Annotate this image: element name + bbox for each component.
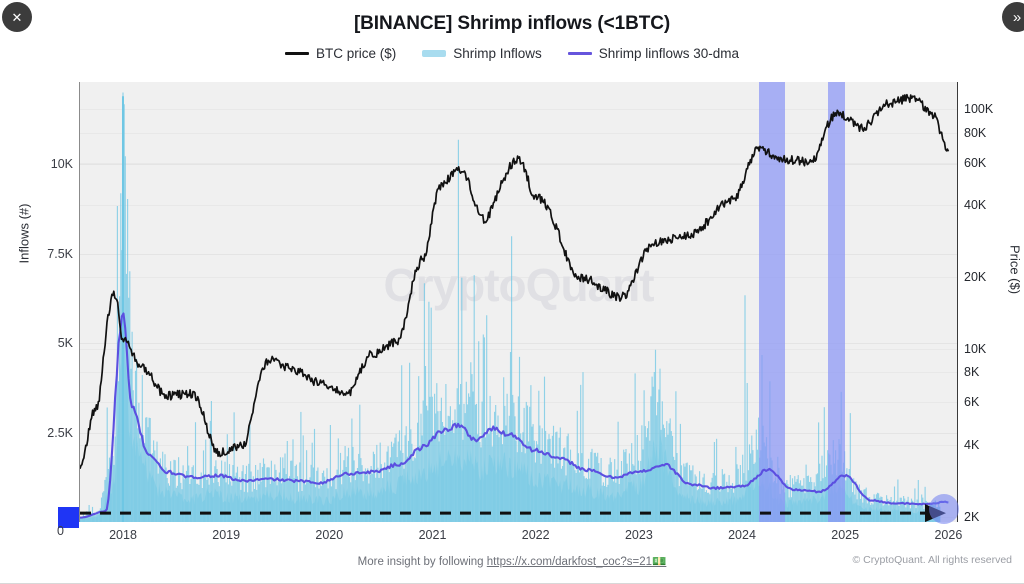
gridline [80,162,957,164]
right-axis-tick: 8K [964,365,980,380]
end-marker [929,494,959,524]
plot-area: CryptoQuant [80,82,957,522]
x-axis-tick: 2018 [109,528,137,542]
gridline [80,343,957,345]
legend-label-shrimp-inflows: Shrimp Inflows [453,46,542,61]
left-axis-tick: 5K [57,336,73,351]
right-axis-tick: 80K [964,125,987,140]
annotation-layer [80,504,946,522]
x-axis-tick: 2019 [212,528,241,542]
gridline [80,204,957,206]
chart-legend: BTC price ($) Shrimp Inflows Shrimp linf… [0,46,1024,61]
left-axis-tick: 7.5K [47,246,73,261]
legend-swatch-shrimp-inflows-30dma [567,52,592,55]
start-marker [58,507,79,528]
x-axis-tick: 2023 [624,528,653,542]
legend-item-shrimp-inflows: Shrimp Inflows [422,46,542,61]
left-axis-title: Inflows (#) [16,203,32,264]
legend-item-btc-price: BTC price ($) [284,46,397,61]
right-axis-tick: 2K [964,509,980,524]
series-btc-price [80,93,950,470]
x-axis-tick: 2021 [418,528,447,542]
gridline [80,109,957,111]
right-axis-tick-labels: 2K 4K 6K 8K 10K 20K 40K 60K 80K 100K [964,82,1022,524]
right-axis-tick: 100K [964,102,994,117]
legend-item-shrimp-inflows-30dma: Shrimp linflows 30-dma [567,46,740,61]
right-axis-line [957,82,958,522]
legend-label-btc-price: BTC price ($) [315,46,397,61]
right-axis-tick: 60K [964,155,987,170]
right-axis-tick: 6K [964,395,980,410]
legend-label-shrimp-inflows-30dma: Shrimp linflows 30-dma [598,46,740,61]
footer-x-link[interactable]: https://x.com/darkfost_coc?s=21 [486,556,653,568]
legend-swatch-btc-price [284,52,309,55]
shrimp-inflows-30dma-line [80,312,949,519]
footer-insight-text: More insight by following https://x.com/… [0,554,1024,568]
right-axis-tick: 40K [964,197,987,212]
x-axis-tick: 2025 [831,528,860,542]
left-axis-zero-label: 0 [57,524,64,538]
x-axis-tick: 2022 [521,528,550,542]
right-axis-tick: 20K [964,269,987,284]
page-title: [BINANCE] Shrimp inflows (<1BTC) [353,13,671,34]
x-axis-tick: 2024 [728,528,756,542]
gridline [80,253,957,255]
highlight-band [828,82,846,522]
legend-swatch-shrimp-inflows [422,50,447,57]
footer: More insight by following https://x.com/… [0,554,1024,576]
left-axis-tick-labels: 2.5K 5K 7.5K 10K [0,82,73,522]
x-axis-tick-labels: 2018 2019 2020 2021 2022 2023 2024 2025 2026 [80,528,962,548]
gridline [80,372,957,374]
btc-price-line [80,93,950,470]
gridline [80,164,957,166]
x-axis-tick: 2020 [315,528,344,542]
next-arrow-icon[interactable]: » [1002,2,1024,32]
gridline [80,349,957,351]
gridline [80,276,957,278]
right-axis-tick: 10K [964,342,987,357]
copyright-text: © CryptoQuant. All rights reserved [852,554,1012,566]
x-axis-tick: 2026 [934,528,963,542]
right-axis-tick: 4K [964,437,980,452]
close-icon[interactable]: ✕ [2,2,32,32]
footer-insight-prefix: More insight by following [357,556,487,568]
money-emoji-icon: 💵 [652,556,667,568]
left-axis-tick: 2.5K [47,425,73,440]
series-shrimp-inflows-30dma [80,312,949,519]
left-axis-tick: 10K [50,157,73,172]
gridline [80,132,957,134]
right-axis-title: Price ($) [1007,244,1023,295]
left-axis-line [79,82,80,522]
